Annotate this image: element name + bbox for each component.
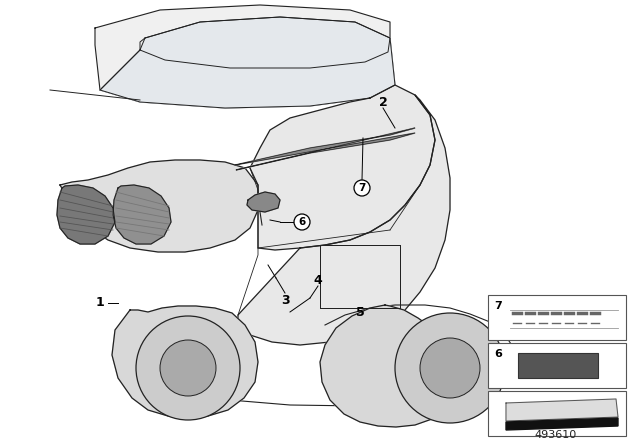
Circle shape xyxy=(395,313,505,423)
Polygon shape xyxy=(247,192,280,212)
Text: 6: 6 xyxy=(494,349,502,359)
FancyBboxPatch shape xyxy=(488,391,626,436)
Circle shape xyxy=(294,214,310,230)
Text: 1: 1 xyxy=(95,297,104,310)
Polygon shape xyxy=(60,160,258,252)
Circle shape xyxy=(136,316,240,420)
Polygon shape xyxy=(57,185,115,244)
Text: 7: 7 xyxy=(494,301,502,311)
Polygon shape xyxy=(95,5,395,108)
Polygon shape xyxy=(235,128,415,170)
Polygon shape xyxy=(506,418,618,430)
Polygon shape xyxy=(113,185,171,244)
Text: 2: 2 xyxy=(379,96,387,109)
Text: 3: 3 xyxy=(281,293,289,306)
FancyBboxPatch shape xyxy=(488,343,626,388)
Text: 7: 7 xyxy=(358,183,365,193)
Polygon shape xyxy=(506,399,618,421)
Polygon shape xyxy=(112,306,258,418)
Polygon shape xyxy=(320,305,455,427)
Text: 493610: 493610 xyxy=(535,430,577,440)
Circle shape xyxy=(354,180,370,196)
FancyBboxPatch shape xyxy=(518,353,598,378)
Polygon shape xyxy=(100,17,395,108)
Circle shape xyxy=(420,338,480,398)
Polygon shape xyxy=(238,95,450,345)
Circle shape xyxy=(160,340,216,396)
Text: 4: 4 xyxy=(314,273,323,287)
Text: 6: 6 xyxy=(298,217,306,227)
Polygon shape xyxy=(250,85,435,250)
Text: 5: 5 xyxy=(356,306,364,319)
FancyBboxPatch shape xyxy=(488,295,626,340)
